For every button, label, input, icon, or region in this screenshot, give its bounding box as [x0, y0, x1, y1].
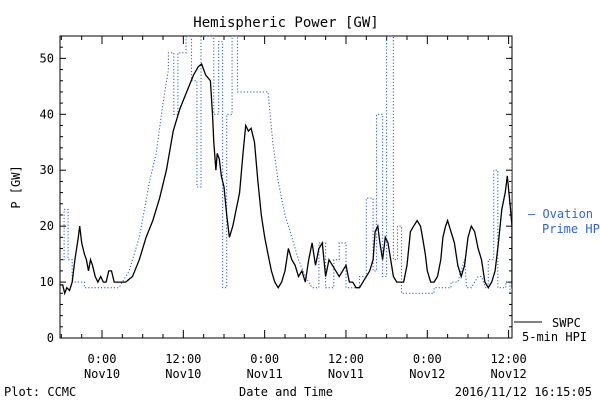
x-tick-label-date: Nov11	[328, 367, 364, 381]
x-axis-label: Date and Time	[239, 385, 333, 399]
series-layer	[60, 36, 512, 296]
x-tick-label-time: 12:00	[491, 352, 527, 366]
y-tick-label: 30	[40, 163, 54, 177]
legend-ovation-line1: — Ovation	[528, 207, 593, 221]
x-tick-label-time: 12:00	[328, 352, 364, 366]
x-tick-label-date: Nov10	[84, 367, 120, 381]
y-tick-label: 20	[40, 219, 54, 233]
x-tick-label-time: 0:00	[88, 352, 117, 366]
footer-credit: Plot: CCMC	[4, 385, 76, 399]
plot-frame	[59, 35, 513, 339]
legend-swpc-line2: 5-min HPI	[522, 330, 587, 344]
x-tick-label-date: Nov12	[491, 367, 527, 381]
ovation-prime-series-line	[60, 36, 512, 294]
footer: Plot: CCMC Date and Time 2016/11/12 16:1…	[4, 385, 592, 399]
y-tick-label: 40	[40, 107, 54, 121]
swpc-hpi-series-line	[60, 62, 512, 296]
chart-title: Hemispheric Power [GW]	[193, 15, 378, 31]
legend-swpc-line1: SWPC	[552, 316, 581, 330]
x-axis: 0:00Nov1012:00Nov100:00Nov1112:00Nov110:…	[60, 36, 527, 381]
y-axis: 0 10 20 30 40 50	[40, 35, 512, 345]
x-tick-label-time: 0:00	[250, 352, 279, 366]
y-tick-label: 10	[40, 275, 54, 289]
x-tick-label-date: Nov12	[409, 367, 445, 381]
x-tick-label-date: Nov11	[247, 367, 283, 381]
x-tick-label-time: 0:00	[413, 352, 442, 366]
y-tick-label: 50	[40, 51, 54, 65]
x-tick-label-date: Nov10	[165, 367, 201, 381]
plot-area	[59, 35, 513, 339]
legend-ovation-line2: Prime HPI	[542, 222, 600, 236]
y-axis-label: P [GW]	[9, 165, 23, 208]
legend: — Ovation Prime HPI SWPC 5-min HPI	[514, 207, 600, 344]
footer-timestamp: 2016/11/12 16:15:05	[455, 385, 592, 399]
x-tick-label-time: 12:00	[165, 352, 201, 366]
y-tick-label: 0	[47, 331, 54, 345]
